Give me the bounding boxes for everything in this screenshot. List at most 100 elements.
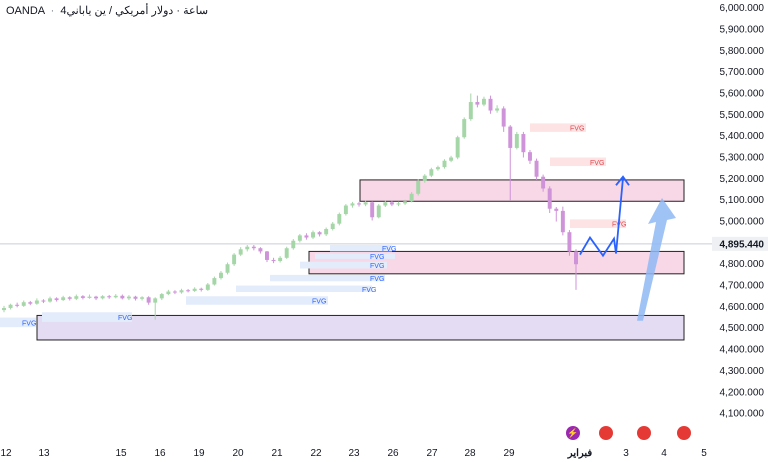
candle-body xyxy=(28,302,33,304)
y-tick-label: 4,700.000 xyxy=(720,281,765,292)
y-tick-label: 5,300.000 xyxy=(720,153,765,164)
candle-body xyxy=(422,175,427,181)
candle-body xyxy=(468,102,473,120)
y-tick-label: 5,800.000 xyxy=(720,46,765,57)
candle-body xyxy=(343,205,348,215)
candle-body xyxy=(547,188,552,209)
candle-body xyxy=(61,297,66,301)
candle-body xyxy=(462,119,467,138)
candle-body xyxy=(495,108,500,111)
y-tick-label: 4,300.000 xyxy=(720,366,765,377)
y-tick-label: 6,000.000 xyxy=(720,3,765,14)
separator: · xyxy=(50,5,55,17)
projection-arrowhead xyxy=(615,175,630,186)
candle-body xyxy=(140,297,145,299)
fvg-box xyxy=(570,219,626,228)
candle-body xyxy=(488,98,493,111)
candle-body xyxy=(87,296,92,298)
x-tick-label: 20 xyxy=(232,448,244,459)
events-layer[interactable]: ⚡ xyxy=(566,426,691,440)
y-tick-label: 4,400.000 xyxy=(720,345,765,356)
x-tick-label: 22 xyxy=(310,448,322,459)
candle-body xyxy=(225,264,230,273)
fvg-box xyxy=(236,285,372,292)
candle-body xyxy=(94,296,99,299)
candle-body xyxy=(350,203,355,206)
candle-body xyxy=(186,290,191,292)
candle-body xyxy=(21,302,26,306)
candle-body xyxy=(311,232,315,238)
candle-body xyxy=(567,232,572,252)
y-tick-label: 4,200.000 xyxy=(720,387,765,398)
candle-body xyxy=(337,214,342,224)
y-tick-label: 5,200.000 xyxy=(720,174,765,185)
x-tick-label: 26 xyxy=(387,448,399,459)
candle-body xyxy=(218,272,223,279)
candle-body xyxy=(560,210,565,233)
candle-body xyxy=(179,290,184,293)
event-icon[interactable] xyxy=(637,426,651,440)
candle-body xyxy=(199,288,204,290)
candle-body xyxy=(442,160,447,168)
fvg-label: FVG xyxy=(370,263,384,270)
y-tick-label: 5,000.000 xyxy=(720,217,765,228)
candle-body xyxy=(120,295,125,299)
candle-body xyxy=(159,294,164,299)
x-tick-label: 29 xyxy=(503,448,515,459)
x-tick-label: 28 xyxy=(464,448,476,459)
current-price-tag-bg xyxy=(712,236,768,251)
candle-body xyxy=(534,160,539,177)
candle-body xyxy=(297,235,302,241)
y-tick-label: 5,700.000 xyxy=(720,67,765,78)
event-icon[interactable] xyxy=(599,426,613,440)
projection-layer xyxy=(579,175,676,321)
event-icon-glyph: ⚡ xyxy=(567,427,578,439)
candle-body xyxy=(258,248,263,252)
candle-body xyxy=(409,193,414,202)
fvg-label: FVG xyxy=(362,287,376,294)
event-icon[interactable] xyxy=(566,426,580,440)
x-tick-label: 15 xyxy=(115,448,127,459)
fvg-box xyxy=(530,123,586,132)
x-tick-label: 16 xyxy=(154,448,166,459)
x-tick-label: 13 xyxy=(38,448,50,459)
fvg-label: FVG xyxy=(590,160,604,167)
x-tick-label: فبراير xyxy=(567,448,593,459)
y-axis[interactable]: 6,000.000 5,900.000 5,800.000 5,700.000 5,60… xyxy=(720,3,765,419)
x-tick-label: 4 xyxy=(661,448,667,459)
candle-body xyxy=(403,201,408,204)
fvg-label: FVG xyxy=(312,298,326,305)
candle-body xyxy=(265,251,269,260)
candle-body xyxy=(107,296,112,298)
candle-body xyxy=(212,278,217,285)
current-price-tag: 4,895.440 xyxy=(712,236,768,251)
candle-body xyxy=(429,169,434,176)
projection-path xyxy=(579,177,624,258)
candle-body xyxy=(435,167,440,170)
candle-body xyxy=(475,102,480,105)
candle-body xyxy=(317,232,322,235)
candle-body xyxy=(245,246,250,250)
candle-body xyxy=(481,98,486,105)
x-axis[interactable]: 12 13 15 16 19 20 21 22 23 26 27 28 29 فبراير 3 4 5 xyxy=(0,448,707,459)
fvg-label: FVG xyxy=(22,320,36,327)
x-tick-label: 19 xyxy=(193,448,205,459)
fvg-box xyxy=(270,274,385,282)
candle-body xyxy=(357,203,362,205)
x-tick-label: 12 xyxy=(0,448,12,459)
y-tick-label: 5,100.000 xyxy=(720,195,765,206)
candle-body xyxy=(153,298,158,303)
candle-body xyxy=(396,203,401,205)
event-icon[interactable] xyxy=(677,426,691,440)
y-tick-label: 4,100.000 xyxy=(720,409,765,420)
candles-layer xyxy=(2,93,578,320)
candle-body xyxy=(271,259,276,262)
zone-box xyxy=(359,179,685,202)
candle-body xyxy=(449,157,454,161)
y-tick-label: 5,500.000 xyxy=(720,110,765,121)
candle-body xyxy=(74,296,79,299)
x-tick-label: 3 xyxy=(623,448,629,459)
chart-header: OANDA · 4ساعة · دولار أمريكي / ين ياباني xyxy=(6,4,208,17)
candle-body xyxy=(172,291,177,293)
